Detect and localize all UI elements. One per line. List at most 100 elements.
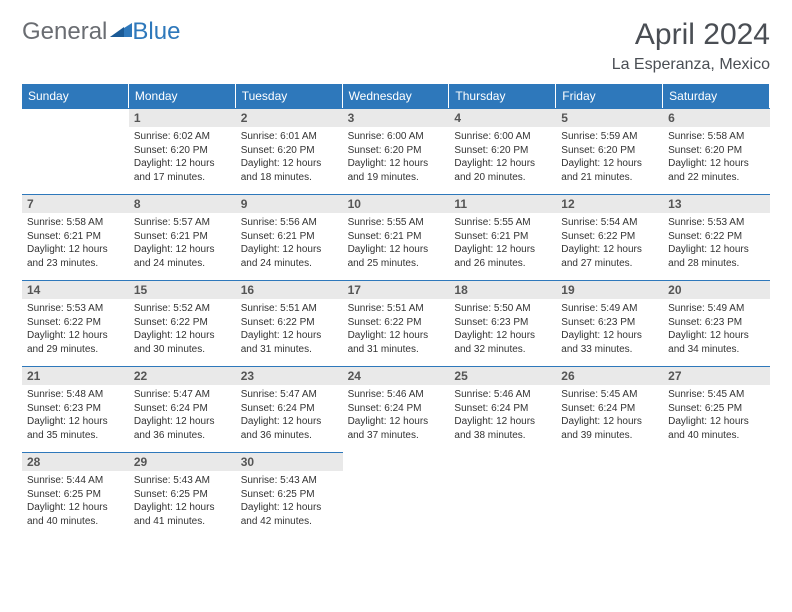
calendar-cell: 29Sunrise: 5:43 AMSunset: 6:25 PMDayligh…: [129, 452, 236, 532]
calendar-cell: 30Sunrise: 5:43 AMSunset: 6:25 PMDayligh…: [236, 452, 343, 532]
calendar-cell: 8Sunrise: 5:57 AMSunset: 6:21 PMDaylight…: [129, 194, 236, 274]
day-details: Sunrise: 6:00 AMSunset: 6:20 PMDaylight:…: [343, 127, 450, 188]
day-details: Sunrise: 5:58 AMSunset: 6:20 PMDaylight:…: [663, 127, 770, 188]
calendar-cell: 17Sunrise: 5:51 AMSunset: 6:22 PMDayligh…: [343, 280, 450, 360]
calendar-cell: 23Sunrise: 5:47 AMSunset: 6:24 PMDayligh…: [236, 366, 343, 446]
calendar-cell: 14Sunrise: 5:53 AMSunset: 6:22 PMDayligh…: [22, 280, 129, 360]
day-number: 4: [449, 109, 556, 127]
day-number: 23: [236, 367, 343, 385]
logo-text-2: Blue: [132, 18, 180, 46]
day-details: Sunrise: 5:43 AMSunset: 6:25 PMDaylight:…: [236, 471, 343, 532]
day-number: 7: [22, 195, 129, 213]
day-number: 30: [236, 453, 343, 471]
day-number: 19: [556, 281, 663, 299]
day-number: 15: [129, 281, 236, 299]
day-number: 8: [129, 195, 236, 213]
day-details: Sunrise: 5:49 AMSunset: 6:23 PMDaylight:…: [556, 299, 663, 360]
calendar-grid: SundayMondayTuesdayWednesdayThursdayFrid…: [22, 84, 770, 532]
day-details: Sunrise: 5:46 AMSunset: 6:24 PMDaylight:…: [449, 385, 556, 446]
day-number: 20: [663, 281, 770, 299]
day-details: Sunrise: 5:53 AMSunset: 6:22 PMDaylight:…: [663, 213, 770, 274]
calendar-cell: [449, 452, 556, 532]
day-details: Sunrise: 5:50 AMSunset: 6:23 PMDaylight:…: [449, 299, 556, 360]
day-number: 11: [449, 195, 556, 213]
calendar-cell: 2Sunrise: 6:01 AMSunset: 6:20 PMDaylight…: [236, 108, 343, 188]
day-details: Sunrise: 5:51 AMSunset: 6:22 PMDaylight:…: [236, 299, 343, 360]
column-header: Friday: [556, 84, 663, 108]
day-details: Sunrise: 5:47 AMSunset: 6:24 PMDaylight:…: [236, 385, 343, 446]
day-number: 6: [663, 109, 770, 127]
calendar-cell: [343, 452, 450, 532]
calendar-cell: [22, 108, 129, 188]
calendar-cell: 7Sunrise: 5:58 AMSunset: 6:21 PMDaylight…: [22, 194, 129, 274]
day-number: 25: [449, 367, 556, 385]
column-header: Saturday: [663, 84, 770, 108]
day-details: Sunrise: 5:56 AMSunset: 6:21 PMDaylight:…: [236, 213, 343, 274]
calendar-cell: 24Sunrise: 5:46 AMSunset: 6:24 PMDayligh…: [343, 366, 450, 446]
day-details: Sunrise: 6:00 AMSunset: 6:20 PMDaylight:…: [449, 127, 556, 188]
day-number: 5: [556, 109, 663, 127]
logo-mark-icon: [110, 18, 132, 46]
day-details: Sunrise: 6:01 AMSunset: 6:20 PMDaylight:…: [236, 127, 343, 188]
calendar-cell: 1Sunrise: 6:02 AMSunset: 6:20 PMDaylight…: [129, 108, 236, 188]
calendar-cell: 9Sunrise: 5:56 AMSunset: 6:21 PMDaylight…: [236, 194, 343, 274]
column-header: Thursday: [449, 84, 556, 108]
page-header: General Blue April 2024 La Esperanza, Me…: [22, 18, 770, 74]
day-details: Sunrise: 6:02 AMSunset: 6:20 PMDaylight:…: [129, 127, 236, 188]
column-header: Monday: [129, 84, 236, 108]
logo-text-1: General: [22, 18, 107, 46]
calendar-cell: 28Sunrise: 5:44 AMSunset: 6:25 PMDayligh…: [22, 452, 129, 532]
calendar-cell: 6Sunrise: 5:58 AMSunset: 6:20 PMDaylight…: [663, 108, 770, 188]
day-number: 16: [236, 281, 343, 299]
column-header: Sunday: [22, 84, 129, 108]
day-number: 9: [236, 195, 343, 213]
day-number: 27: [663, 367, 770, 385]
calendar-cell: [663, 452, 770, 532]
day-number: 24: [343, 367, 450, 385]
day-details: Sunrise: 5:48 AMSunset: 6:23 PMDaylight:…: [22, 385, 129, 446]
page-title: April 2024: [612, 18, 770, 52]
day-details: Sunrise: 5:49 AMSunset: 6:23 PMDaylight:…: [663, 299, 770, 360]
calendar-cell: 15Sunrise: 5:52 AMSunset: 6:22 PMDayligh…: [129, 280, 236, 360]
day-number: 22: [129, 367, 236, 385]
day-details: Sunrise: 5:54 AMSunset: 6:22 PMDaylight:…: [556, 213, 663, 274]
day-number: 12: [556, 195, 663, 213]
day-number: 28: [22, 453, 129, 471]
calendar-cell: 26Sunrise: 5:45 AMSunset: 6:24 PMDayligh…: [556, 366, 663, 446]
day-details: Sunrise: 5:58 AMSunset: 6:21 PMDaylight:…: [22, 213, 129, 274]
day-details: Sunrise: 5:45 AMSunset: 6:24 PMDaylight:…: [556, 385, 663, 446]
day-number: 1: [129, 109, 236, 127]
day-number: 14: [22, 281, 129, 299]
day-number: 18: [449, 281, 556, 299]
day-number: 21: [22, 367, 129, 385]
column-header: Tuesday: [236, 84, 343, 108]
day-details: Sunrise: 5:53 AMSunset: 6:22 PMDaylight:…: [22, 299, 129, 360]
calendar-cell: 20Sunrise: 5:49 AMSunset: 6:23 PMDayligh…: [663, 280, 770, 360]
day-details: Sunrise: 5:45 AMSunset: 6:25 PMDaylight:…: [663, 385, 770, 446]
day-details: Sunrise: 5:57 AMSunset: 6:21 PMDaylight:…: [129, 213, 236, 274]
day-number: 29: [129, 453, 236, 471]
calendar-cell: 19Sunrise: 5:49 AMSunset: 6:23 PMDayligh…: [556, 280, 663, 360]
logo: General Blue: [22, 18, 180, 46]
calendar-cell: 18Sunrise: 5:50 AMSunset: 6:23 PMDayligh…: [449, 280, 556, 360]
calendar-cell: 25Sunrise: 5:46 AMSunset: 6:24 PMDayligh…: [449, 366, 556, 446]
calendar-cell: 10Sunrise: 5:55 AMSunset: 6:21 PMDayligh…: [343, 194, 450, 274]
day-number: 26: [556, 367, 663, 385]
day-details: Sunrise: 5:59 AMSunset: 6:20 PMDaylight:…: [556, 127, 663, 188]
day-details: Sunrise: 5:51 AMSunset: 6:22 PMDaylight:…: [343, 299, 450, 360]
day-details: Sunrise: 5:55 AMSunset: 6:21 PMDaylight:…: [449, 213, 556, 274]
day-details: Sunrise: 5:44 AMSunset: 6:25 PMDaylight:…: [22, 471, 129, 532]
calendar-cell: 11Sunrise: 5:55 AMSunset: 6:21 PMDayligh…: [449, 194, 556, 274]
day-number: 2: [236, 109, 343, 127]
calendar-cell: [556, 452, 663, 532]
calendar-cell: 13Sunrise: 5:53 AMSunset: 6:22 PMDayligh…: [663, 194, 770, 274]
day-details: Sunrise: 5:52 AMSunset: 6:22 PMDaylight:…: [129, 299, 236, 360]
calendar-cell: 5Sunrise: 5:59 AMSunset: 6:20 PMDaylight…: [556, 108, 663, 188]
day-number: 13: [663, 195, 770, 213]
location-label: La Esperanza, Mexico: [612, 56, 770, 74]
calendar-cell: 27Sunrise: 5:45 AMSunset: 6:25 PMDayligh…: [663, 366, 770, 446]
day-details: Sunrise: 5:55 AMSunset: 6:21 PMDaylight:…: [343, 213, 450, 274]
day-details: Sunrise: 5:43 AMSunset: 6:25 PMDaylight:…: [129, 471, 236, 532]
day-number: 3: [343, 109, 450, 127]
calendar-cell: 16Sunrise: 5:51 AMSunset: 6:22 PMDayligh…: [236, 280, 343, 360]
